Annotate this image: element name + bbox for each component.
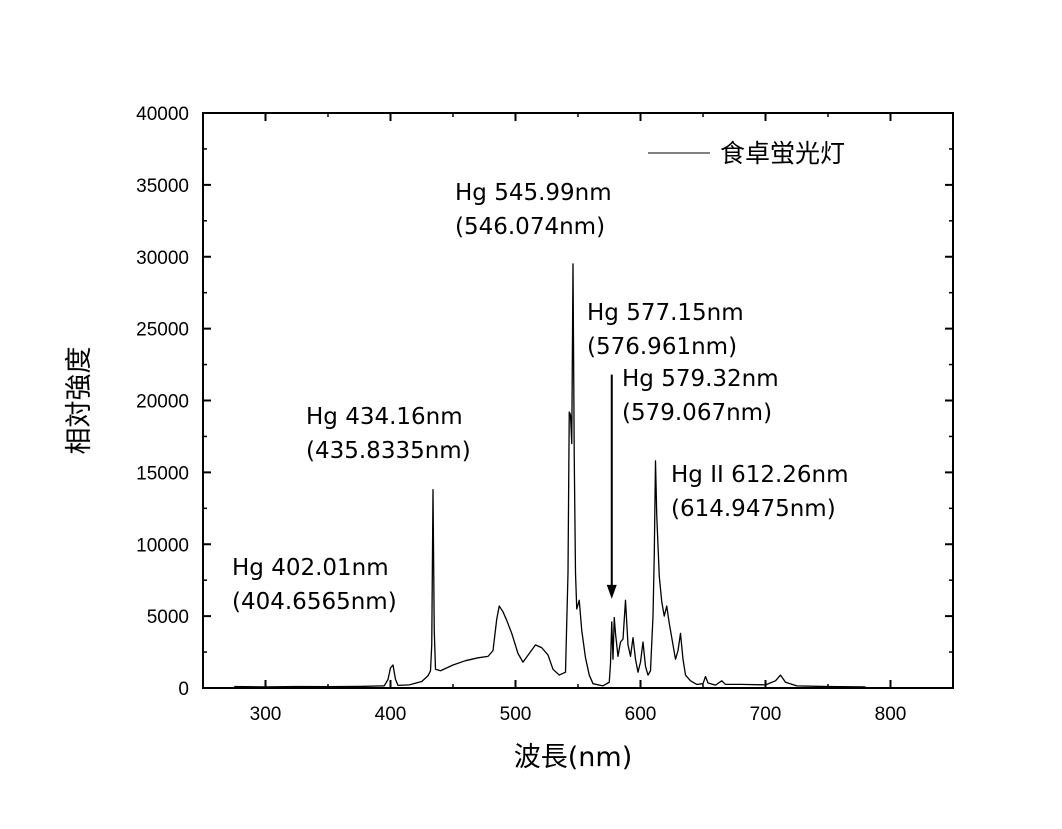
peak-annotation: (576.961nm) (587, 334, 737, 360)
annotations: Hg 402.01nm (404.6565nm) Hg 434.16nm (435.8… (232, 180, 849, 615)
y-tick-label: 10000 (136, 535, 189, 556)
peak-annotation: (614.9475nm) (671, 496, 836, 522)
series-line (234, 263, 866, 688)
y-tick-label: 15000 (136, 463, 189, 484)
x-tick-label: 500 (500, 704, 532, 725)
legend-label: 食卓蛍光灯 (720, 139, 845, 168)
x-tick-label: 300 (250, 704, 282, 725)
y-tick-label: 5000 (147, 607, 189, 628)
y-axis: 0 5000 10000 15000 20000 25000 30000 35000 40000 (136, 104, 953, 700)
peak-annotation: (404.6565nm) (232, 589, 397, 615)
peak-annotation: Hg 577.15nm (587, 300, 744, 326)
x-tick-label: 800 (875, 704, 907, 725)
peak-annotation: Hg 579.32nm (622, 366, 779, 392)
peak-annotation: (435.8335nm) (306, 438, 471, 464)
y-tick-label: 30000 (136, 248, 189, 269)
legend: 食卓蛍光灯 (648, 139, 845, 168)
y-tick-label: 25000 (136, 320, 189, 341)
arrow-head (606, 584, 617, 599)
x-axis: 300 400 500 600 700 800 (202, 113, 954, 725)
peak-annotation: Hg 434.16nm (306, 404, 463, 430)
chart-marks (234, 263, 866, 688)
x-axis-label: 波長(nm) (514, 742, 632, 773)
y-tick-label: 20000 (136, 392, 189, 413)
peak-annotation: Hg II 612.26nm (671, 462, 849, 488)
x-tick-label: 600 (625, 704, 657, 725)
x-tick-label: 700 (750, 704, 782, 725)
peak-annotation: Hg 402.01nm (232, 555, 389, 581)
y-tick-label: 40000 (136, 104, 189, 125)
y-tick-label: 0 (178, 679, 189, 700)
peak-annotation: (546.074nm) (455, 214, 605, 240)
peak-annotation: Hg 545.99nm (455, 180, 612, 206)
y-tick-label: 35000 (136, 176, 189, 197)
peak-annotation: (579.067nm) (622, 400, 772, 426)
y-axis-label: 相対強度 (64, 347, 95, 455)
x-tick-label: 400 (375, 704, 407, 725)
